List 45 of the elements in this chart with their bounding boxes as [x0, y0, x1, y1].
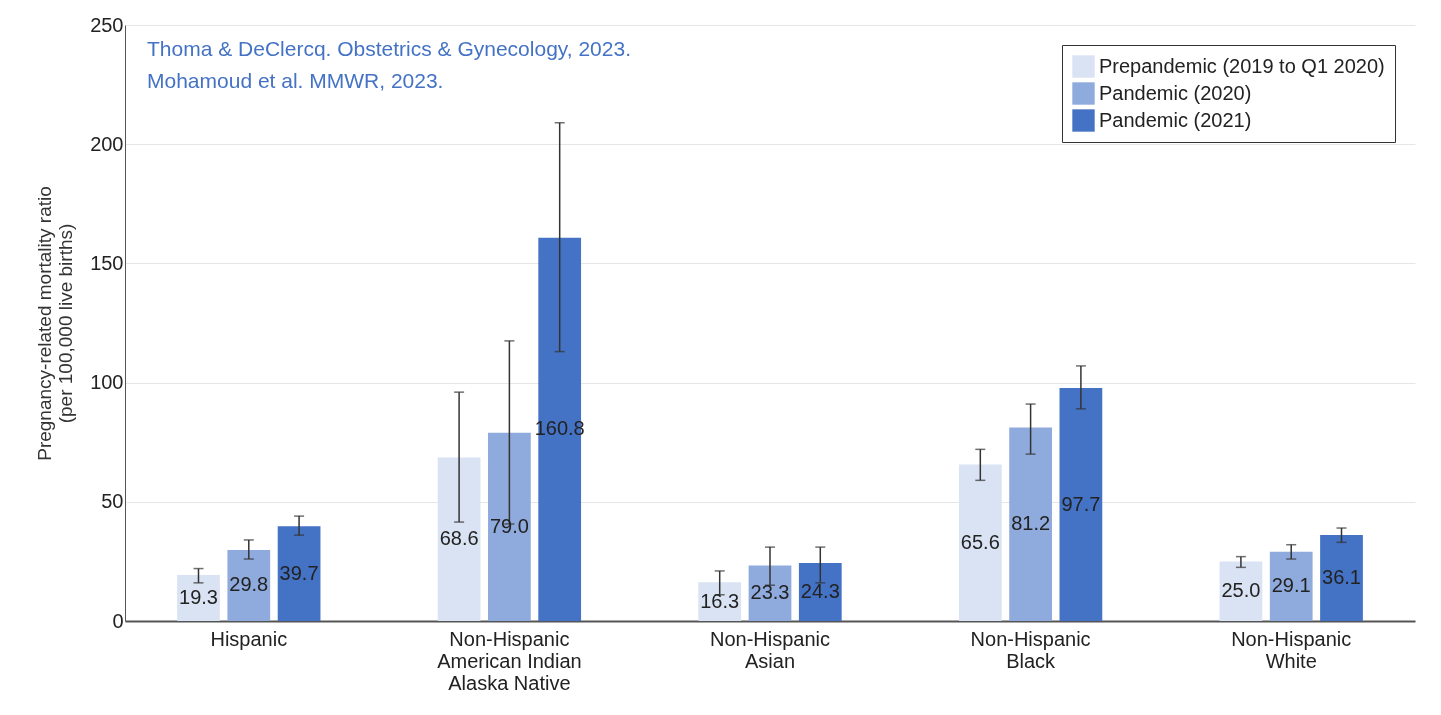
bar: [277, 526, 321, 621]
data-label: 68.6: [439, 527, 479, 550]
data-label: 29.8: [229, 573, 269, 596]
bar: [538, 237, 582, 621]
data-label: 29.1: [1271, 574, 1311, 597]
bar: [437, 457, 481, 621]
bar: [488, 432, 531, 621]
bar: [1059, 388, 1103, 621]
x-tick-label: Non-Hispanic Asian: [709, 627, 831, 672]
bar: [1219, 561, 1263, 621]
y-tick-label: 150: [90, 251, 124, 274]
data-label: 19.3: [179, 585, 218, 608]
bar: [958, 464, 1002, 621]
bar: [177, 574, 220, 621]
bar: [748, 565, 792, 621]
y-tick-label: 250: [90, 13, 124, 36]
data-label: 97.7: [1061, 492, 1101, 515]
y-tick-label: 100: [90, 371, 124, 394]
data-label: 23.3: [750, 581, 790, 604]
data-label: 81.2: [1011, 512, 1051, 535]
y-axis-title: Pregnancy-related mortality ratio (per 100,000 live births): [34, 186, 77, 461]
data-label: 16.3: [700, 589, 740, 612]
y-tick-label: 50: [101, 490, 124, 513]
data-label: 79.0: [489, 514, 529, 537]
bar: [1009, 427, 1052, 621]
annotation: Thoma & DeClercq. Obstetrics & Gynecology, 2023.: [147, 37, 631, 60]
bar: [798, 563, 842, 621]
x-tick-label: Non-Hispanic Black: [970, 627, 1091, 672]
y-tick-label: 0: [112, 609, 124, 632]
annotation: Mohamoud et al. MMWR, 2023.: [147, 69, 444, 92]
x-tick-label: Hispanic: [210, 627, 288, 650]
bar: [227, 549, 271, 621]
legend-label: Pandemic (2020): [1099, 81, 1252, 104]
x-tick-label: Non-Hispanic American Indian Alaska Native: [437, 627, 582, 694]
data-label: 25.0: [1221, 579, 1261, 602]
bar: [1320, 534, 1363, 621]
y-tick-label: 200: [90, 132, 124, 155]
x-tick-label: Non-Hispanic White: [1231, 627, 1352, 672]
data-label: 36.1: [1322, 565, 1361, 588]
data-label: 39.7: [279, 561, 319, 584]
legend-label: Prepandemic (2019 to Q1 2020): [1099, 54, 1385, 77]
legend-label: Pandemic (2021): [1099, 108, 1252, 131]
bar: [1269, 551, 1313, 621]
data-label: 65.6: [960, 530, 1000, 553]
data-label: 24.3: [800, 580, 840, 603]
